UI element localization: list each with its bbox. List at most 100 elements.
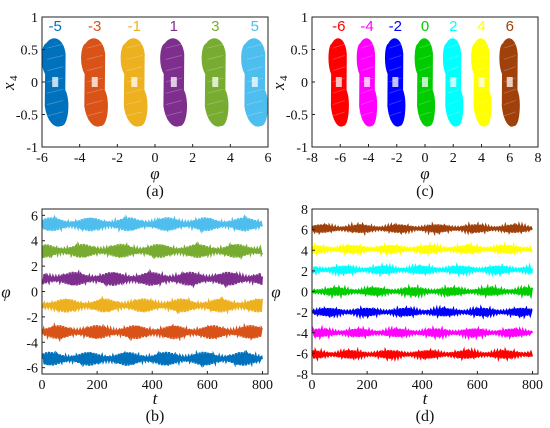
series-line-b-4 (41, 322, 263, 343)
ytick-label-d: -4 (296, 327, 308, 342)
plot-frame-a (41, 16, 269, 148)
series-texture-c-4 (447, 66, 460, 72)
series-hole-c-2 (392, 77, 399, 87)
series-texture-a-0 (47, 88, 64, 94)
series-texture-c-0 (332, 111, 345, 117)
series-hole-c-6 (506, 77, 513, 87)
series-texture-a-4 (207, 88, 224, 94)
xtick-label-c: -8 (306, 151, 318, 166)
ytick-label-d: -6 (296, 347, 308, 362)
series-texture-a-5 (246, 55, 263, 60)
series-texture-a-1 (86, 111, 103, 117)
series-line-b-0 (41, 213, 263, 234)
series-texture-a-1 (86, 43, 103, 49)
series-texture-a-3 (165, 55, 182, 60)
xlabel-a: φ (150, 164, 159, 183)
ytick-label-b: -6 (26, 362, 38, 377)
xtick-label-a: 4 (227, 151, 234, 166)
xtick-label-c: -6 (334, 151, 346, 166)
ylabel-b: φ (1, 283, 10, 302)
series-texture-a-4 (207, 66, 224, 72)
series-texture-a-2 (126, 55, 143, 60)
series-texture-a-4 (207, 43, 224, 49)
series-texture-a-5 (246, 88, 263, 94)
series-texture-a-1 (86, 55, 103, 60)
series-texture-a-0 (47, 111, 64, 117)
xtick-label-d: 400 (412, 378, 433, 393)
series-texture-c-6 (503, 88, 516, 94)
series-texture-a-5 (246, 100, 263, 105)
series-label-a-0: -5 (49, 18, 62, 35)
xtick-label-d: 800 (522, 378, 543, 393)
ytick-label-b: 4 (31, 235, 38, 250)
series-texture-c-4 (447, 88, 460, 94)
xtick-label-c: 6 (506, 151, 513, 166)
series-texture-c-5 (475, 55, 488, 60)
xtick-label-c: 8 (535, 151, 542, 166)
series-texture-c-1 (360, 55, 374, 60)
series-hole-a-4 (212, 77, 219, 87)
ylabel-sub-a: 4 (8, 75, 20, 81)
series-line-d-6 (312, 346, 533, 363)
series-texture-a-4 (207, 111, 224, 117)
xlabel-c: φ (420, 164, 429, 183)
series-texture-c-5 (475, 88, 488, 94)
series-label-c-3: 0 (421, 18, 429, 35)
series-texture-c-1 (360, 66, 374, 72)
caption-d: (d) (416, 408, 435, 425)
series-texture-c-1 (360, 111, 374, 117)
series-texture-a-2 (126, 111, 143, 117)
xtick-label-d: 600 (467, 378, 488, 393)
series-texture-a-2 (126, 88, 143, 94)
ytick-label-a: 0.5 (21, 44, 39, 59)
series-texture-c-3 (418, 66, 432, 72)
series-texture-a-3 (165, 43, 182, 49)
series-texture-c-6 (503, 100, 516, 105)
xtick-label-a: 0 (152, 151, 159, 166)
series-hole-c-4 (450, 77, 457, 87)
caption-c: (c) (416, 183, 434, 200)
series-line-b-5 (41, 349, 263, 368)
series-texture-a-5 (246, 66, 263, 72)
ytick-label-c: 0 (301, 76, 308, 91)
series-texture-a-2 (126, 43, 143, 49)
xlabel-d: t (423, 389, 429, 408)
series-hole-a-1 (91, 77, 98, 87)
series-texture-c-6 (503, 55, 516, 60)
series-texture-a-3 (165, 111, 182, 117)
xtick-label-a: -6 (36, 151, 48, 166)
series-texture-c-3 (418, 88, 432, 94)
series-texture-c-1 (360, 88, 374, 94)
series-texture-a-2 (126, 100, 143, 105)
xtick-label-d: 200 (357, 378, 378, 393)
series-label-a-5: 5 (251, 18, 259, 35)
xtick-label-c: -4 (363, 151, 375, 166)
xtick-label-d: 0 (309, 378, 316, 393)
xtick-label-b: 400 (142, 378, 163, 393)
xtick-label-b: 600 (197, 378, 218, 393)
xtick-label-b: 800 (252, 378, 273, 393)
ytick-label-d: 8 (301, 203, 308, 218)
series-label-c-1: -4 (360, 18, 373, 35)
series-hole-a-3 (170, 77, 177, 87)
panel-b: 0 200 400 600 800 -6 -4 -2 0 2 4 6 t φ (b) (1, 208, 273, 425)
series-texture-c-1 (360, 100, 374, 105)
xlabel-b: t (153, 389, 159, 408)
series-texture-a-4 (207, 55, 224, 60)
series-line-d-5 (311, 324, 533, 341)
series-line-b-3 (41, 295, 263, 315)
series-texture-c-5 (475, 111, 488, 117)
series-texture-a-0 (47, 43, 64, 49)
series-texture-c-0 (332, 43, 345, 49)
series-texture-c-2 (389, 43, 402, 49)
series-texture-c-1 (360, 43, 374, 49)
xtick-label-c: 4 (478, 151, 485, 166)
ytick-label-b: 6 (31, 209, 38, 224)
xtick-label-a: -4 (74, 151, 86, 166)
series-texture-a-3 (165, 88, 182, 94)
series-line-d-4 (311, 304, 533, 320)
series-label-a-3: 1 (170, 18, 178, 35)
ytick-label-d: -2 (296, 306, 308, 321)
series-texture-c-6 (503, 43, 516, 49)
